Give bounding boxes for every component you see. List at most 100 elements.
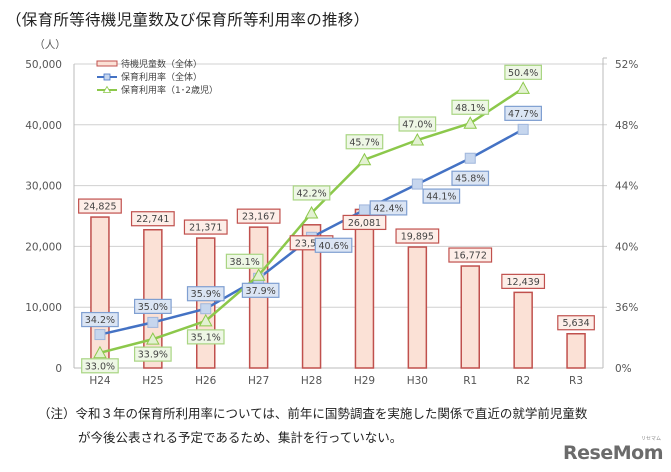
left-axis-tick: 0 — [55, 363, 62, 375]
data-label-box — [422, 188, 461, 204]
blue-square-marker — [464, 152, 476, 164]
legend: 待機児童数（全体）保育利用率（全体）保育利用率（1･2歳児） — [96, 58, 218, 96]
chart: 0 0% 10,000 36% 20,000 40% 30,000 44% 40,000 48% 5… — [25, 39, 638, 387]
data-label-box — [398, 116, 437, 132]
blue-value-label: 37.9% — [241, 282, 280, 298]
legend-bar-swatch — [96, 60, 118, 67]
category-label: H27 — [248, 375, 269, 387]
green-value-label: 33.9% — [134, 346, 172, 362]
blue-value-label: 35.0% — [134, 298, 172, 314]
left-axis-unit: （人） — [34, 39, 66, 51]
data-label-text: 45.8% — [455, 174, 485, 185]
green-triangle-marker — [357, 152, 372, 166]
data-label-box — [81, 311, 119, 328]
left-axis-tick: 10,000 — [25, 302, 62, 314]
footnote: （注）令和３年の保育所利用率については、前年に国勢調査を実施した関係で直近の就学… — [38, 402, 587, 450]
green-value-label: 50.4% — [504, 64, 542, 80]
bars — [90, 208, 586, 369]
right-axis-tick: 52% — [615, 59, 638, 71]
bar-value-label: 23,167 — [236, 208, 281, 224]
blue-square-marker — [94, 329, 106, 341]
data-label-box — [81, 358, 119, 374]
data-label-text: 35.9% — [191, 289, 221, 300]
data-label-text: 22,741 — [136, 214, 169, 225]
bar — [566, 332, 586, 369]
data-label-text: 16,772 — [454, 251, 487, 262]
left-axis-tick: 40,000 — [25, 120, 62, 132]
data-label-box — [504, 64, 542, 80]
legend-triangle-marker — [102, 85, 112, 93]
data-label-text: 12,439 — [507, 277, 540, 288]
bar — [354, 208, 375, 369]
data-label-text: 23,167 — [242, 212, 275, 223]
green-triangle-marker — [304, 205, 319, 219]
legend-item: 保育利用率（1･2歳児） — [97, 84, 218, 96]
blue-value-label: 35.9% — [186, 286, 225, 302]
green-value-label: 42.2% — [292, 185, 331, 201]
category-label: H28 — [301, 375, 322, 387]
right-axis-tick: 40% — [615, 241, 638, 253]
bar-value-label: 5,634 — [557, 315, 595, 331]
data-label-box — [183, 219, 228, 235]
data-labels: 24,825 22,741 21,371 23,167 23,553 26,081 19,8… — [78, 64, 595, 374]
data-label-box — [501, 273, 546, 289]
category-label: R3 — [569, 375, 583, 387]
data-label-box — [78, 198, 122, 214]
blue-square-marker — [517, 123, 529, 135]
data-label-text: 40.6% — [318, 241, 348, 252]
data-label-text: 38.1% — [230, 257, 260, 268]
green-triangle-marker — [463, 116, 478, 129]
green-triangle-marker — [198, 313, 213, 327]
data-label-text: 42.4% — [373, 203, 403, 214]
data-label-text: 19,895 — [401, 232, 434, 243]
right-axis-tick: 48% — [615, 120, 638, 132]
green-value-label: 47.0% — [398, 116, 437, 132]
blue-value-label: 42.4% — [369, 200, 408, 216]
bar — [513, 291, 533, 369]
legend-label: 保育利用率（全体） — [121, 71, 202, 83]
category-label: H26 — [195, 375, 217, 387]
green-value-label: 38.1% — [225, 253, 264, 269]
right-axis-tick: 36% — [615, 302, 638, 314]
left-axis-tick: 50,000 — [25, 59, 62, 71]
legend-label: 待機児童数（全体） — [121, 58, 202, 70]
bar-value-label: 24,825 — [78, 198, 122, 214]
data-label-box — [342, 214, 387, 231]
data-label-box — [292, 185, 331, 201]
data-label-box — [557, 315, 595, 331]
axes: 0 0% 10,000 36% 20,000 40% 30,000 44% 40,000 48% 5… — [25, 39, 638, 387]
data-label-text: 23,553 — [295, 238, 328, 249]
data-label-box — [448, 247, 493, 263]
green-triangle-marker — [93, 345, 107, 359]
green-triangle-marker — [516, 81, 530, 94]
left-axis-tick: 20,000 — [25, 241, 62, 253]
category-label: H29 — [354, 375, 375, 387]
data-label-text: 33.9% — [138, 350, 168, 361]
category-label: H25 — [142, 375, 163, 387]
blue-value-label: 34.2% — [81, 311, 119, 328]
blue-value-label: 47.7% — [504, 105, 542, 121]
data-label-text: 45.7% — [349, 137, 379, 148]
data-label-box — [241, 282, 280, 298]
data-label-box — [395, 228, 440, 244]
category-label: R1 — [463, 375, 477, 387]
blue-square-marker — [200, 303, 212, 315]
logo-text: ReseMom — [563, 442, 663, 464]
data-label-box — [451, 99, 490, 115]
logo-ruby: リセマム — [640, 436, 661, 442]
bar-value-label: 19,895 — [395, 228, 440, 244]
data-label-text: 21,371 — [189, 223, 222, 234]
data-label-text: 37.9% — [246, 286, 276, 297]
data-label-text: 47.7% — [508, 109, 538, 120]
legend-square-marker — [103, 73, 111, 81]
legend-label: 保育利用率（1･2歳児） — [121, 84, 218, 96]
bar — [196, 237, 216, 369]
data-label-box — [504, 105, 542, 121]
data-label-text: 5,634 — [562, 318, 589, 329]
legend-item: 保育利用率（全体） — [97, 71, 202, 83]
data-label-box — [314, 237, 353, 253]
bar — [460, 265, 480, 369]
blue-square-marker — [358, 204, 370, 216]
data-label-box — [369, 200, 408, 216]
data-label-text: 24,825 — [83, 202, 116, 213]
